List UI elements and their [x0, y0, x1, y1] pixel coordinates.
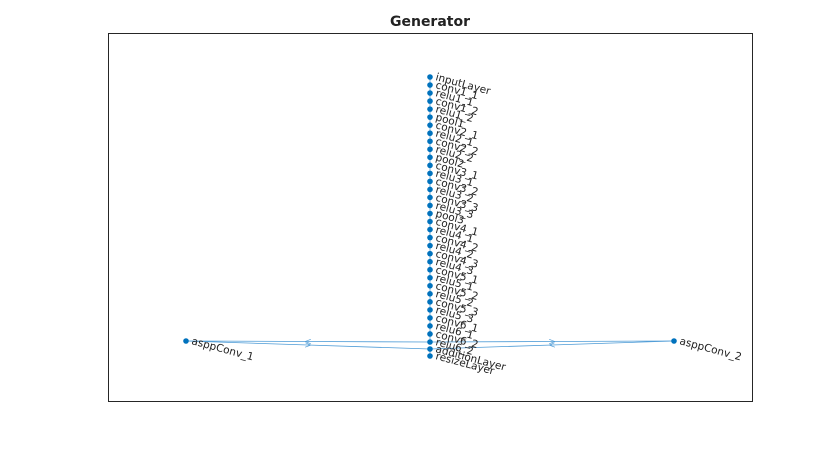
node [427, 331, 433, 337]
node [427, 339, 433, 345]
title: Generator [390, 14, 470, 30]
node [427, 266, 433, 273]
node [427, 258, 433, 265]
node [671, 338, 677, 344]
node [427, 82, 433, 88]
node [427, 226, 433, 233]
node [427, 194, 433, 201]
node [427, 186, 433, 193]
node [183, 338, 189, 344]
node [427, 242, 433, 249]
node [427, 218, 433, 225]
node [427, 291, 433, 297]
node [427, 154, 433, 161]
node [427, 138, 433, 145]
node [427, 74, 433, 80]
node [427, 307, 433, 313]
node [427, 234, 433, 241]
node [427, 346, 433, 352]
node [427, 274, 433, 281]
node [427, 122, 433, 128]
node [427, 178, 433, 185]
node [427, 299, 433, 305]
node [427, 282, 433, 289]
node [427, 114, 433, 120]
node [427, 90, 433, 96]
node [427, 353, 433, 359]
node [427, 210, 433, 217]
node [427, 170, 433, 177]
node [427, 202, 433, 209]
node [427, 146, 433, 153]
node [427, 315, 433, 321]
edge [185, 341, 431, 342]
node [427, 323, 433, 329]
node [427, 250, 433, 257]
node [427, 98, 433, 104]
node [427, 106, 433, 112]
edge [185, 340, 431, 350]
edge [429, 341, 675, 342]
node [427, 130, 433, 137]
edge [429, 340, 675, 350]
node [427, 162, 433, 169]
